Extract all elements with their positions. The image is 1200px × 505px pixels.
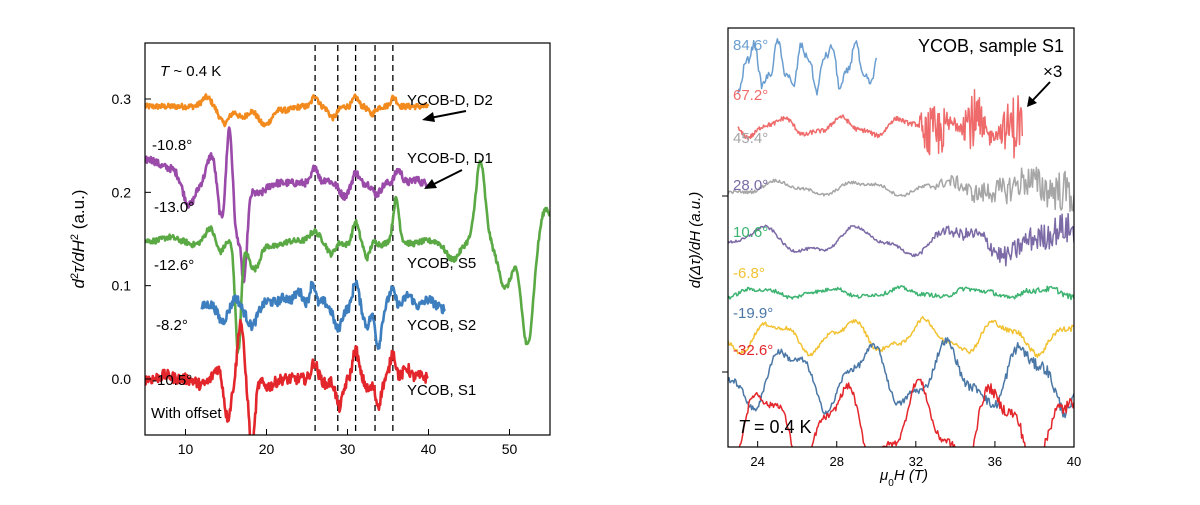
left-y-tick-label: 0.0	[112, 371, 132, 387]
right-angle-label: 45.4°	[733, 130, 768, 147]
angle-series-line	[728, 166, 1074, 213]
right-angle-label: 10.6°	[733, 224, 768, 241]
right-x-tick-label: 36	[988, 454, 1002, 469]
angle-series-line	[728, 285, 1074, 301]
right-y-axis-label: d(Δτ)/dH (a.u.)	[687, 192, 704, 289]
left-x-axis: 10 20 30 40 50	[178, 429, 518, 457]
left-x-tick-label: 40	[421, 441, 437, 457]
right-x-tick-label: 40	[1067, 454, 1081, 469]
left-y-axis: 0.0 0.1 0.2 0.3	[112, 91, 151, 387]
left-y-tick-label: 0.2	[112, 184, 132, 200]
series-line-ycob-s2	[200, 279, 446, 350]
angle-series-line	[737, 88, 1024, 159]
right-multiplier-label: ×3	[1043, 62, 1062, 81]
right-angle-label: -19.9°	[733, 305, 773, 322]
angle-series-line	[728, 212, 1074, 267]
left-angle-label-d2: -10.8°	[152, 137, 192, 154]
left-x-tick-label: 10	[178, 441, 194, 457]
right-x-tick-label: 32	[909, 454, 923, 469]
left-angle-label-s5: -12.6°	[154, 257, 194, 274]
left-angle-label-s2: -8.2°	[156, 317, 188, 334]
right-arrow-multiplier	[1027, 81, 1051, 107]
angle-series-line	[737, 38, 878, 96]
right-x-axis: 24 28 32 36 40	[750, 441, 1081, 469]
left-series-label-d1: YCOB-D, D1	[407, 150, 493, 167]
right-plot-area	[728, 38, 1074, 447]
left-angle-label-s1: -10.5°	[152, 372, 192, 389]
right-x-tick-label: 28	[830, 454, 844, 469]
right-x-tick-label: 24	[750, 454, 764, 469]
left-temperature-annotation: T ~ 0.4 K	[160, 63, 221, 80]
series-line-ycob-d-d2	[145, 93, 430, 128]
right-x-axis-label: μ0H (T)	[879, 467, 928, 489]
left-arrow-d1	[424, 169, 463, 189]
right-temperature-annotation: T = 0.4 K	[738, 417, 812, 437]
left-x-tick-label: 30	[340, 441, 356, 457]
series-line-ycob-s1	[145, 318, 429, 435]
left-y-tick-label: 0.1	[112, 278, 132, 294]
left-x-tick-label: 20	[259, 441, 275, 457]
left-chart-panel: 10 20 30 40 50 0.0 0.1 0.2 0.3 d2τ/dH2 (a.u.) T…	[69, 42, 551, 457]
left-series-label-s2: YCOB, S2	[407, 317, 476, 334]
right-plot-frame	[727, 27, 1075, 448]
left-series-label-s1: YCOB, S1	[407, 382, 476, 399]
angle-series-line	[728, 337, 1074, 419]
left-arrow-d2	[422, 110, 467, 122]
left-series-label-s5: YCOB, S5	[407, 255, 476, 272]
right-angle-label: 67.2°	[733, 87, 768, 104]
right-chart-title: YCOB, sample S1	[918, 36, 1064, 56]
angle-series-line	[728, 315, 1074, 358]
right-chart-panel: 24 28 32 36 40 μ0H (T) d(Δτ)/dH (a.u.) YCOB,…	[687, 27, 1081, 489]
angle-series-line	[738, 378, 1074, 447]
series-line-ycob-s5	[145, 159, 550, 354]
left-plot-area	[145, 45, 550, 435]
left-series-label-d2: YCOB-D, D2	[407, 92, 493, 109]
left-y-tick-label: 0.3	[112, 91, 132, 107]
left-offset-note: With offset	[151, 405, 222, 422]
left-y-axis-label: d2τ/dH2 (a.u.)	[69, 190, 88, 289]
left-x-tick-label: 50	[502, 441, 518, 457]
right-angle-label: 84.6°	[733, 37, 768, 54]
series-line-ycob-d-d1	[145, 126, 429, 284]
right-angle-label: -6.8°	[733, 265, 765, 282]
right-angle-label: 28.0°	[733, 177, 768, 194]
left-angle-label-d1: -13.0°	[154, 199, 194, 216]
right-angle-label: -32.6°	[733, 342, 773, 359]
